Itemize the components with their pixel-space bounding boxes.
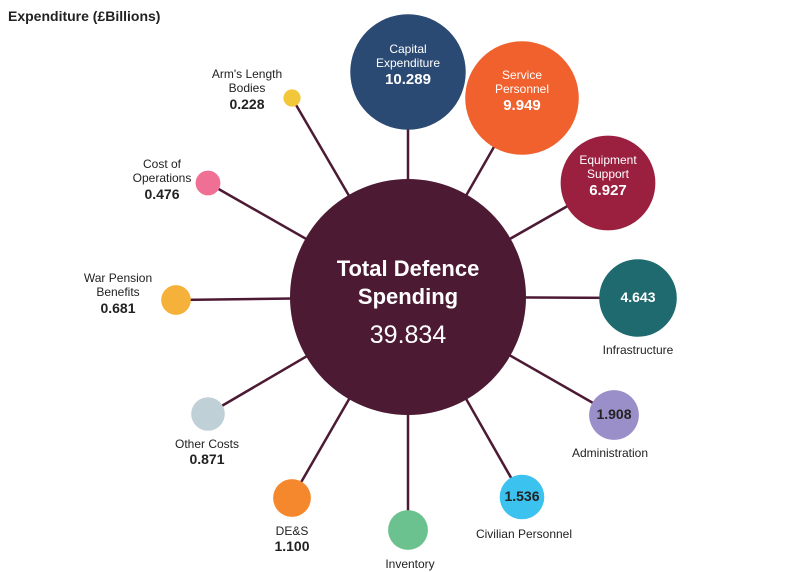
total-value: 39.834 [369, 321, 447, 349]
bubble-label: Equipment Support 6.927 [568, 153, 648, 200]
total-label: Total Defence Spending 39.834 [308, 255, 508, 350]
bubble [465, 41, 579, 155]
bubble [191, 397, 225, 431]
category-label: Other Costs [174, 437, 240, 451]
value-label: 9.949 [503, 96, 541, 114]
value-label: 0.228 [229, 95, 265, 112]
value-label: 10.289 [385, 70, 431, 88]
value-label: 6.927 [589, 181, 627, 199]
category-label: Equipment Support [579, 153, 637, 182]
category-label: Infrastructure [602, 343, 674, 357]
category-label: Administration [571, 446, 649, 460]
bubble-label: Cost of Operations 0.476 [122, 157, 202, 203]
bubble [499, 474, 545, 520]
bubble-label: Arm's Length Bodies 0.228 [200, 67, 295, 113]
bubble-label: DE&S 1.100 [252, 524, 332, 555]
category-label: DE&S [275, 524, 309, 538]
bubble [388, 510, 428, 550]
bubble-label: Capital Expenditure 10.289 [363, 42, 453, 89]
bubble-label: Other Costs 0.871 [162, 437, 252, 468]
category-label: Service Personnel [494, 68, 550, 97]
bubble-label: War Pension Benefits 0.681 [73, 271, 163, 317]
value-label: 0.681 [100, 299, 136, 316]
value-label: 0.871 [189, 451, 225, 468]
category-label: Arm's Length Bodies [211, 67, 283, 96]
bubble [599, 259, 677, 337]
value-label: 0.476 [144, 185, 180, 202]
bubble [589, 390, 639, 440]
category-label: Civilian Personnel [475, 527, 573, 541]
bubble [283, 89, 301, 107]
bubble-label: Service Personnel 9.949 [482, 68, 562, 115]
value-label: 4.643 [620, 289, 656, 305]
total-name: Total Defence Spending [336, 256, 480, 309]
value-label: 1.100 [274, 538, 310, 555]
value-label: 1.536 [504, 488, 540, 504]
chart-title: Expenditure (£Billions) [8, 8, 161, 24]
bubble [195, 170, 221, 196]
category-label: Capital Expenditure [375, 42, 441, 71]
bubble [560, 135, 656, 231]
bubble [161, 285, 191, 315]
bubble [273, 479, 311, 517]
category-label: Inventory [385, 557, 435, 571]
value-label: 1.908 [596, 406, 632, 422]
category-label: War Pension Benefits [83, 271, 153, 300]
total-bubble [290, 179, 526, 415]
category-label: Cost of Operations [132, 157, 192, 186]
bubble [350, 14, 466, 130]
